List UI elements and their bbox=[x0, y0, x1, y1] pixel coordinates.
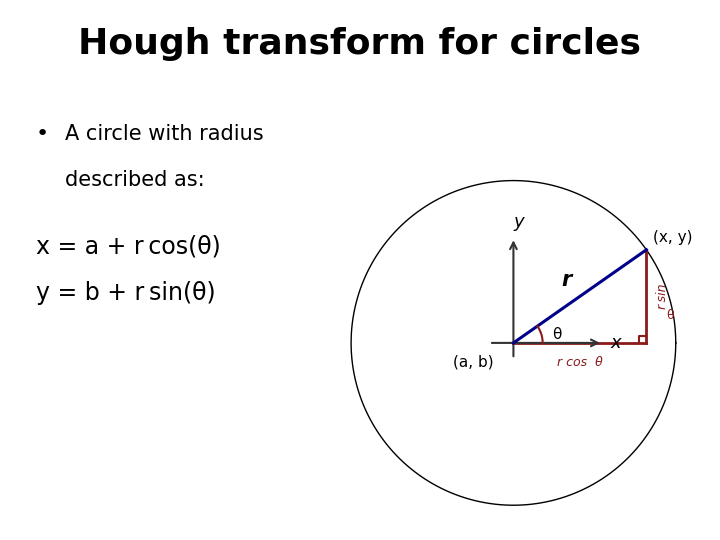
Text: y = b + r sin(θ): y = b + r sin(θ) bbox=[36, 281, 215, 305]
Text: r sin: r sin bbox=[656, 284, 669, 309]
Text: θ: θ bbox=[666, 309, 673, 322]
Text: A circle with radius: A circle with radius bbox=[65, 124, 270, 144]
Text: (x, y): (x, y) bbox=[653, 230, 693, 245]
Text: Hough transform for circles: Hough transform for circles bbox=[78, 27, 642, 61]
Text: θ: θ bbox=[552, 327, 562, 342]
Text: r cos  θ: r cos θ bbox=[557, 356, 603, 369]
Text: x = a + r cos(θ): x = a + r cos(θ) bbox=[36, 235, 221, 259]
Text: r: r bbox=[562, 270, 572, 290]
Text: (a, b): (a, b) bbox=[454, 354, 494, 369]
Text: •: • bbox=[36, 124, 49, 144]
Text: y: y bbox=[513, 213, 523, 231]
Text: x: x bbox=[611, 334, 621, 352]
Text: described as:: described as: bbox=[65, 170, 204, 190]
